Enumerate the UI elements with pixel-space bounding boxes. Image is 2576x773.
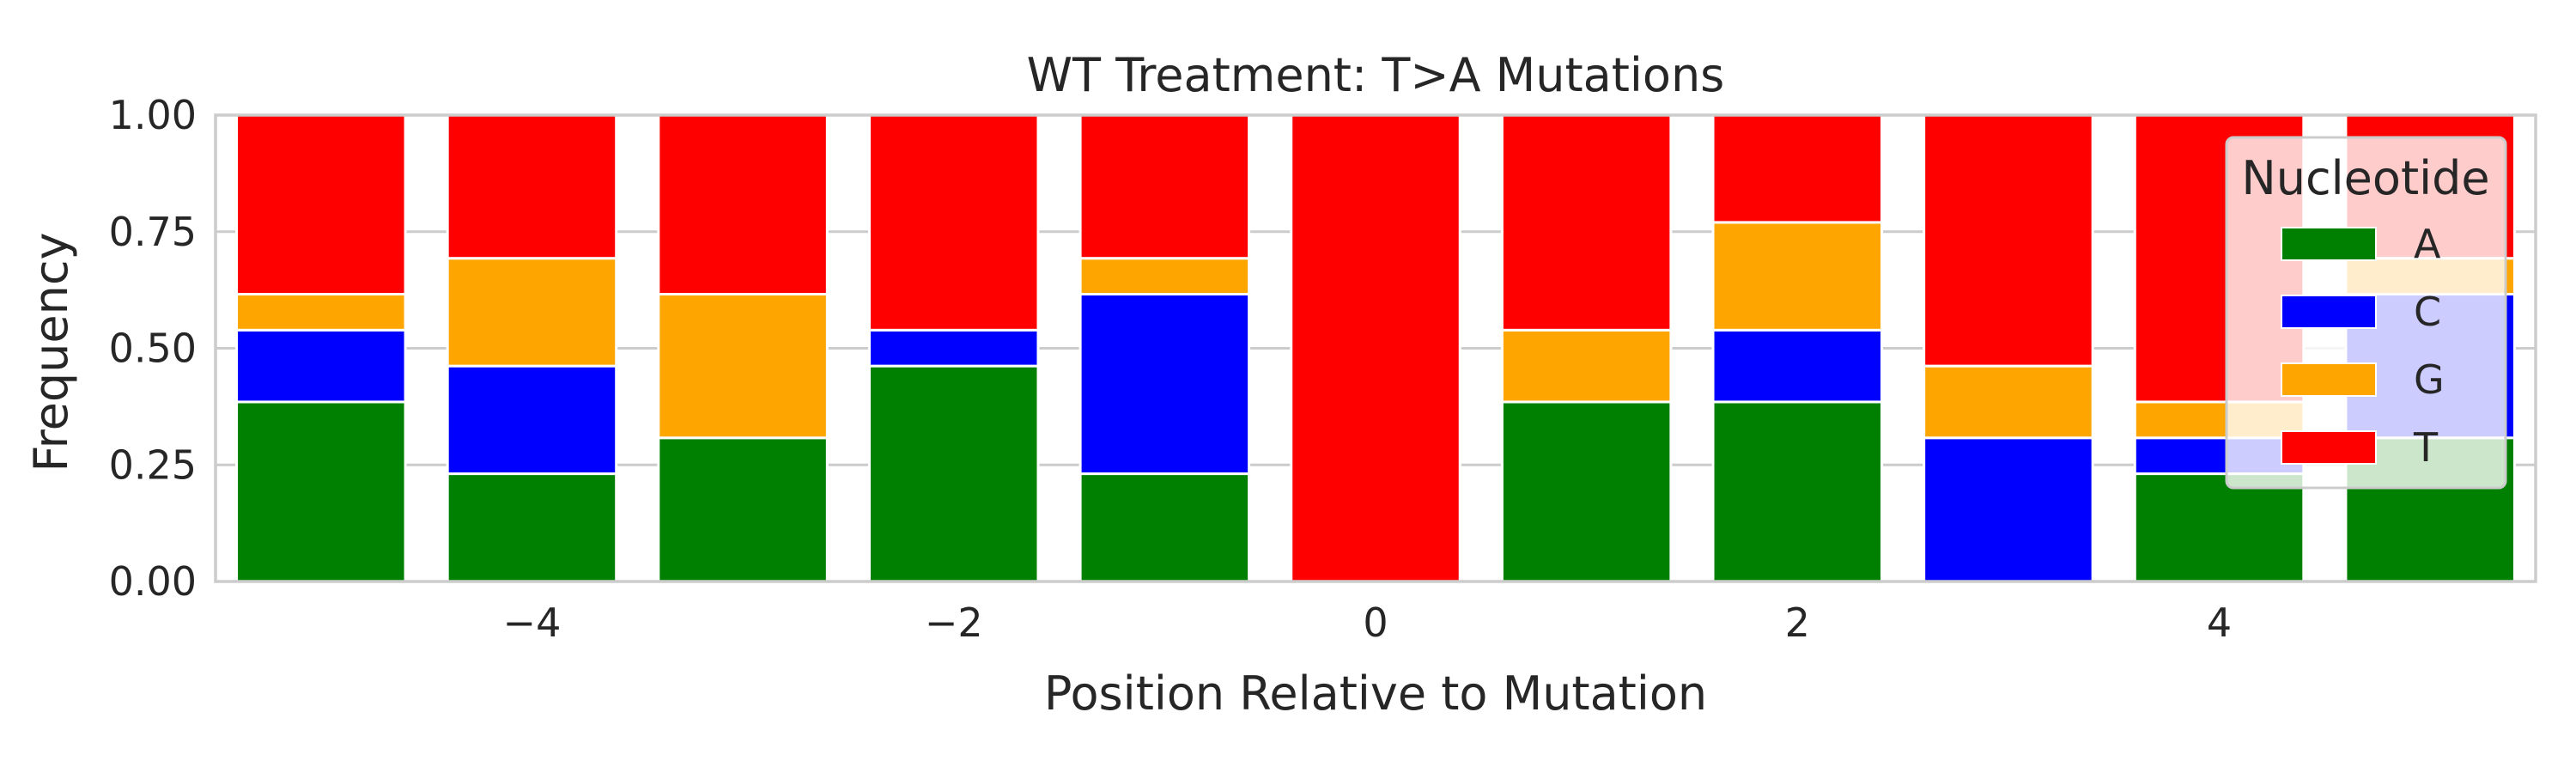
bar-C-pos--2 bbox=[867, 328, 1040, 368]
legend-label-G: G bbox=[2414, 356, 2445, 403]
y-tick-label-3: 0.75 bbox=[109, 209, 197, 255]
bar-T-pos-3 bbox=[1923, 113, 2094, 368]
legend-swatch-A bbox=[2281, 227, 2377, 261]
x-tick-label-2: 0 bbox=[1363, 600, 1388, 646]
bar-C-pos--5 bbox=[235, 328, 407, 404]
x-tick-label-1: −2 bbox=[925, 600, 983, 646]
bar-A-pos-4 bbox=[2133, 472, 2306, 583]
bar-G-pos--4 bbox=[446, 257, 618, 368]
bar-C-pos--1 bbox=[1078, 293, 1251, 476]
bar-A-pos--1 bbox=[1078, 472, 1251, 583]
legend-swatch-C bbox=[2281, 295, 2377, 329]
bar-C-pos--4 bbox=[446, 364, 618, 476]
bar-A-pos--3 bbox=[657, 436, 829, 583]
bar-C-pos-2 bbox=[1711, 328, 1884, 404]
bar-T-pos-2 bbox=[1711, 113, 1884, 224]
chart-title: WT Treatment: T>A Mutations bbox=[1027, 48, 1725, 102]
y-tick-labels: 0.00 0.25 0.50 0.75 1.00 bbox=[109, 92, 197, 605]
legend-label-T: T bbox=[2413, 424, 2439, 471]
legend-title: Nucleotide bbox=[2241, 151, 2489, 205]
y-tick-label-4: 1.00 bbox=[109, 92, 197, 138]
bar-G-pos--1 bbox=[1078, 257, 1251, 296]
bar-G-pos--3 bbox=[657, 293, 829, 440]
x-tick-label-4: 4 bbox=[2207, 600, 2232, 646]
bar-A-pos-1 bbox=[1500, 400, 1673, 583]
bar-T-pos--2 bbox=[867, 113, 1040, 332]
x-tick-label-3: 2 bbox=[1785, 600, 1810, 646]
x-tick-label-0: −4 bbox=[503, 600, 562, 646]
bar-G-pos--5 bbox=[235, 293, 407, 332]
y-tick-label-0: 0.00 bbox=[109, 558, 197, 605]
bar-G-pos-2 bbox=[1711, 221, 1884, 332]
x-axis-label: Position Relative to Mutation bbox=[1044, 666, 1707, 721]
bar-T-pos--5 bbox=[235, 113, 407, 296]
bar-T-pos--3 bbox=[657, 113, 829, 296]
bar-T-pos-0 bbox=[1290, 113, 1461, 583]
bar-A-pos-2 bbox=[1711, 400, 1884, 583]
y-tick-label-1: 0.25 bbox=[109, 441, 197, 488]
legend-swatch-T bbox=[2281, 430, 2377, 465]
bar-A-pos--4 bbox=[446, 472, 618, 583]
bar-G-pos-3 bbox=[1923, 364, 2094, 440]
legend-label-A: A bbox=[2414, 221, 2441, 267]
bar-C-pos-3 bbox=[1923, 436, 2094, 583]
bar-A-pos--5 bbox=[235, 400, 407, 583]
bar-A-pos--2 bbox=[867, 364, 1040, 583]
x-tick-labels: −4 −2 0 2 4 bbox=[503, 600, 2233, 646]
bar-G-pos-1 bbox=[1500, 328, 1673, 404]
legend-swatch-G bbox=[2281, 362, 2377, 397]
legend-label-C: C bbox=[2414, 289, 2441, 335]
bar-T-pos--1 bbox=[1078, 113, 1251, 260]
plot-frame bbox=[214, 113, 2537, 583]
y-axis-label: Frequency bbox=[24, 233, 78, 472]
bar-T-pos-1 bbox=[1500, 113, 1673, 332]
y-tick-label-2: 0.50 bbox=[109, 326, 197, 372]
bar-T-pos--4 bbox=[446, 113, 618, 260]
